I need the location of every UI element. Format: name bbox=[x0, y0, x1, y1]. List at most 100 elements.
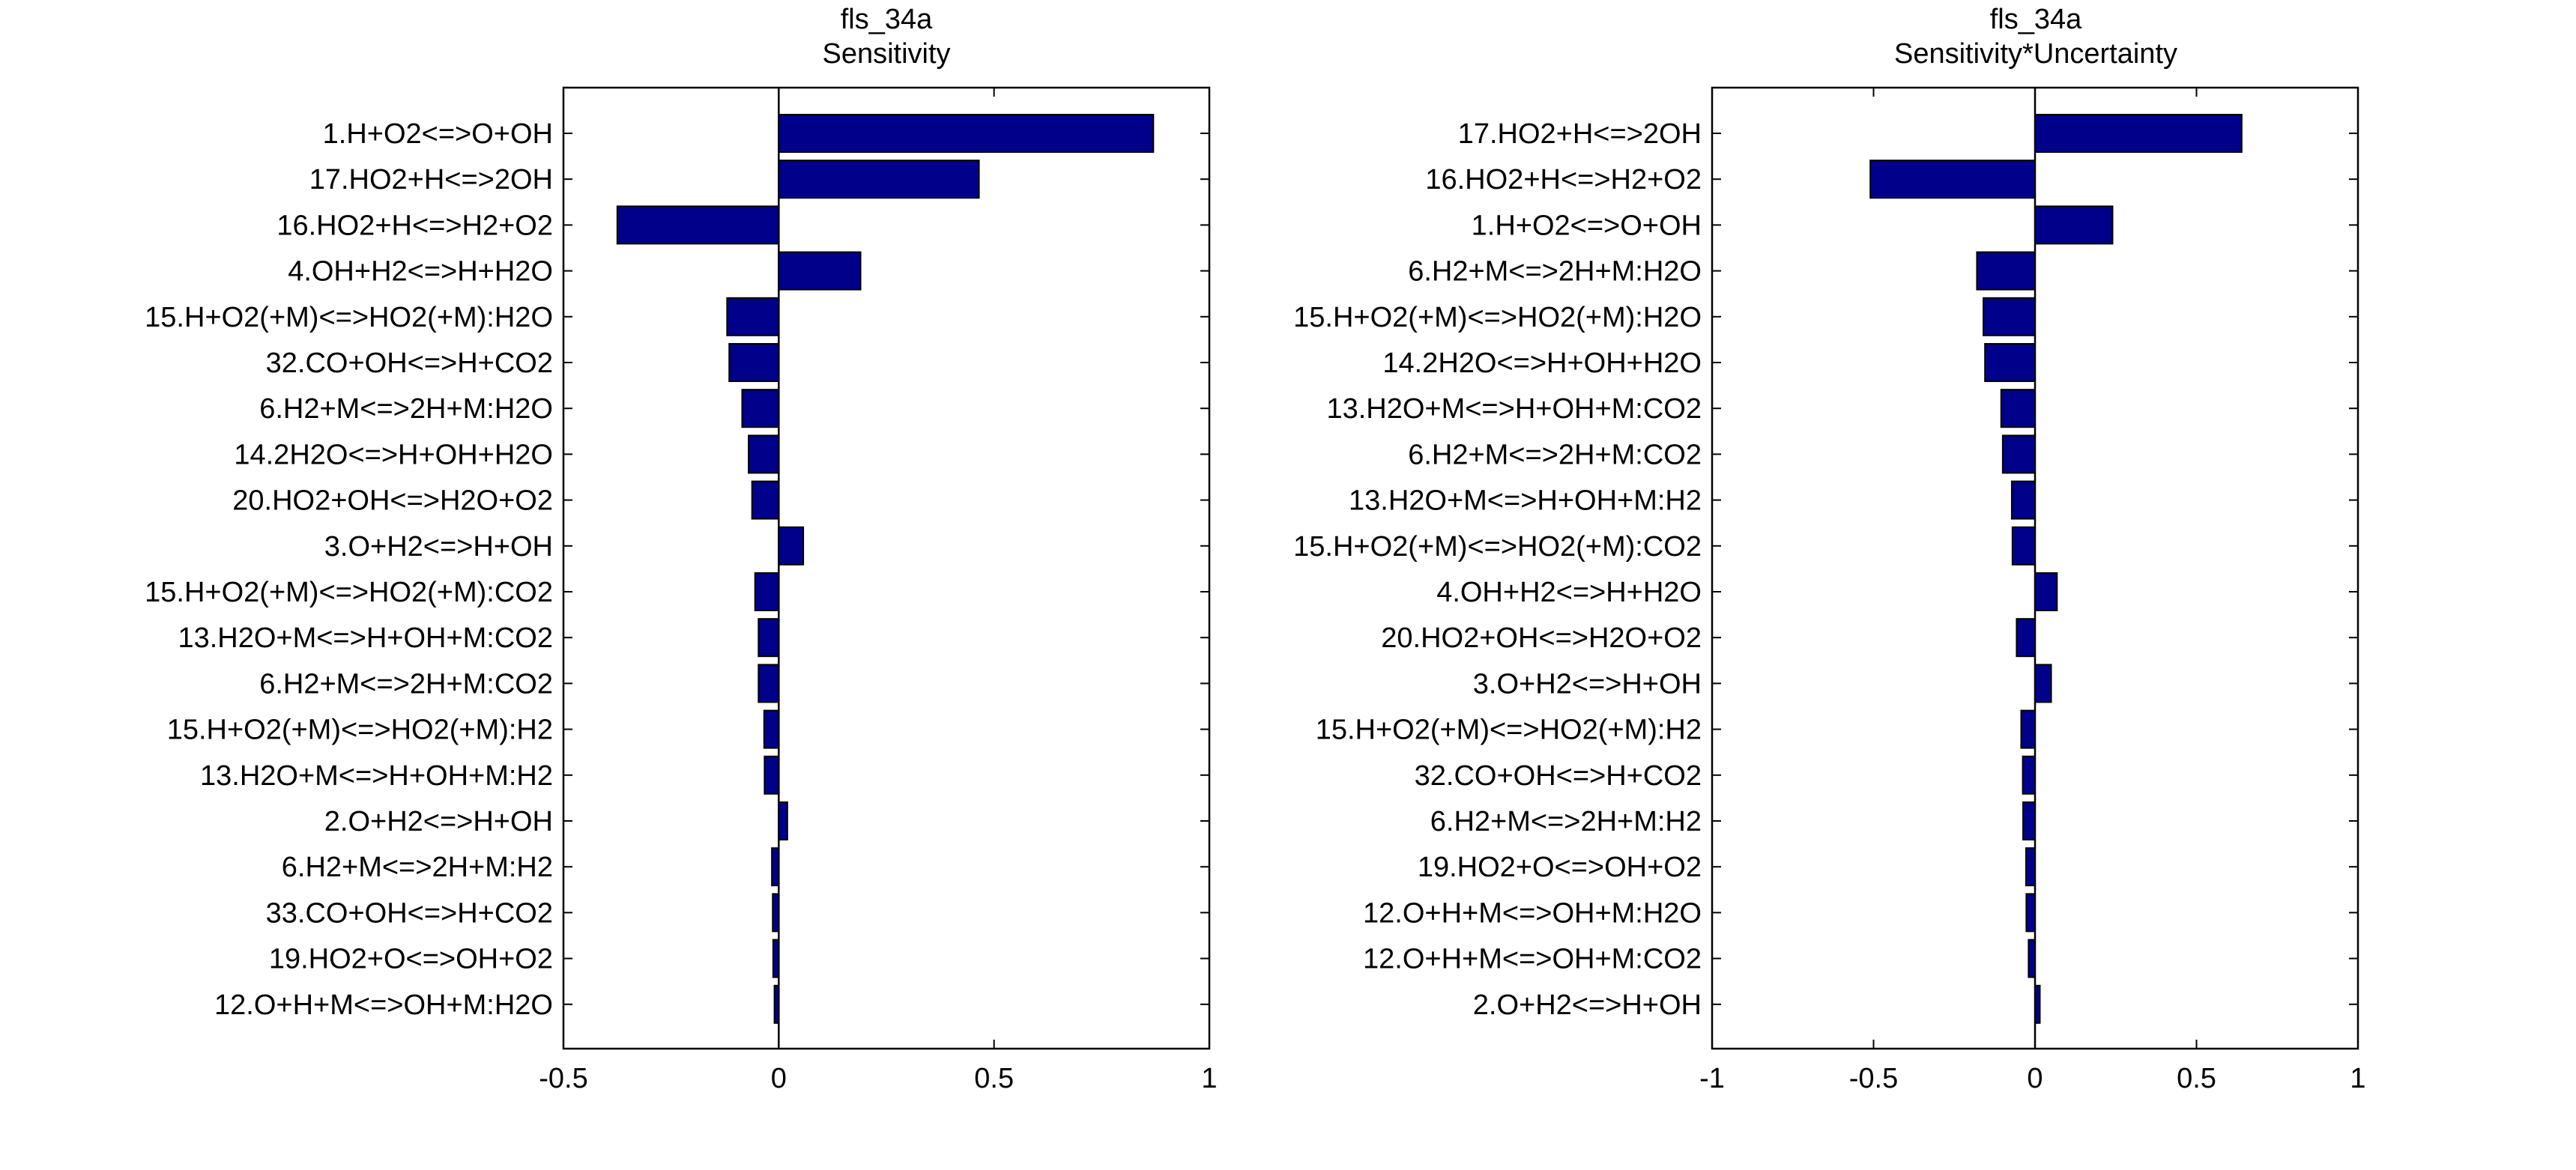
category-label: 6.H2+M<=>2H+M:H2 bbox=[282, 852, 553, 883]
category-label: 6.H2+M<=>2H+M:H2O bbox=[259, 393, 553, 425]
category-label: 6.H2+M<=>2H+M:CO2 bbox=[259, 668, 553, 700]
bar bbox=[1984, 343, 2037, 382]
category-label: 15.H+O2(+M)<=>HO2(+M):H2O bbox=[1293, 302, 1702, 333]
category-label: 32.CO+OH<=>H+CO2 bbox=[266, 348, 553, 379]
bar bbox=[778, 114, 1155, 153]
category-label: 15.H+O2(+M)<=>HO2(+M):H2 bbox=[167, 715, 553, 746]
axes-frame bbox=[1711, 86, 2359, 1050]
x-tick-label: 0 bbox=[771, 1063, 787, 1094]
bar bbox=[2034, 984, 2041, 1024]
category-label: 4.OH+H2<=>H+H2O bbox=[1436, 577, 1702, 608]
bar bbox=[2001, 434, 2036, 474]
x-axis-ticks: -0.5 0 0.5 1 bbox=[539, 88, 1218, 1094]
bar bbox=[2000, 389, 2037, 428]
x-tick-label: 0.5 bbox=[2177, 1063, 2216, 1094]
bar bbox=[2010, 480, 2037, 520]
category-label: 16.HO2+H<=>H2+O2 bbox=[276, 210, 553, 241]
bar bbox=[2011, 526, 2037, 566]
bar bbox=[772, 893, 780, 933]
category-label: 3.O+H2<=>H+OH bbox=[1473, 668, 1702, 700]
category-label: 4.OH+H2<=>H+H2O bbox=[288, 256, 553, 288]
x-tick-label: -0.5 bbox=[539, 1063, 587, 1094]
category-label: 14.2H2O<=>H+OH+H2O bbox=[1382, 348, 1702, 379]
bar bbox=[1983, 297, 2037, 336]
bar bbox=[2034, 664, 2052, 703]
bar bbox=[2020, 709, 2037, 749]
category-label: 15.H+O2(+M)<=>HO2(+M):CO2 bbox=[1293, 531, 1702, 563]
bar bbox=[771, 847, 780, 887]
category-label: 32.CO+OH<=>H+CO2 bbox=[1415, 760, 1702, 792]
bar bbox=[616, 205, 780, 245]
bar bbox=[758, 618, 780, 658]
category-label: 12.O+H+M<=>OH+M:CO2 bbox=[1363, 944, 1702, 975]
category-label: 33.CO+OH<=>H+CO2 bbox=[266, 897, 553, 929]
category-label: 12.O+H+M<=>OH+M:H2O bbox=[214, 989, 553, 1021]
x-tick-label: 0.5 bbox=[974, 1063, 1014, 1094]
category-label: 13.H2O+M<=>H+OH+M:CO2 bbox=[178, 622, 553, 654]
bar bbox=[748, 434, 780, 474]
category-label: 13.H2O+M<=>H+OH+M:H2 bbox=[1349, 485, 1702, 517]
category-labels: 17.HO2+H<=>2OH 16.HO2+H<=>H2+O2 1.H+O2<=>O… bbox=[1293, 118, 1702, 1021]
bar bbox=[1869, 160, 2036, 199]
category-label: 17.HO2+H<=>2OH bbox=[1458, 118, 1702, 150]
category-label: 19.HO2+O<=>OH+O2 bbox=[1418, 852, 1702, 883]
category-label: 12.O+H+M<=>OH+M:H2O bbox=[1363, 897, 1702, 929]
bar bbox=[758, 664, 780, 703]
bar bbox=[763, 709, 780, 749]
bar bbox=[773, 984, 780, 1024]
bar bbox=[2022, 801, 2036, 840]
category-label: 17.HO2+H<=>2OH bbox=[309, 164, 553, 195]
category-label: 15.H+O2(+M)<=>HO2(+M):CO2 bbox=[145, 577, 553, 608]
bar bbox=[741, 389, 780, 428]
axes-frame bbox=[562, 86, 1211, 1050]
category-label: 15.H+O2(+M)<=>HO2(+M):H2 bbox=[1316, 715, 1702, 746]
bar bbox=[2022, 755, 2037, 795]
category-label: 1.H+O2<=>O+OH bbox=[1472, 210, 1702, 241]
bar bbox=[726, 297, 780, 336]
category-label: 19.HO2+O<=>OH+O2 bbox=[269, 944, 553, 975]
category-label: 6.H2+M<=>2H+M:CO2 bbox=[1408, 439, 1702, 470]
bar-group bbox=[616, 88, 1155, 1049]
category-label: 6.H2+M<=>2H+M:H2 bbox=[1430, 806, 1702, 837]
category-label: 15.H+O2(+M)<=>HO2(+M):H2O bbox=[145, 302, 553, 333]
category-label: 6.H2+M<=>2H+M:H2O bbox=[1408, 256, 1702, 288]
bar bbox=[751, 480, 780, 520]
category-labels: 1.H+O2<=>O+OH 17.HO2+H<=>2OH 16.HO2+H<=>H2… bbox=[145, 118, 553, 1021]
bar-group bbox=[1869, 88, 2243, 1049]
bar bbox=[778, 526, 805, 566]
x-axis-ticks: -1 -0.5 0 0.5 1 bbox=[1699, 88, 2366, 1094]
x-tick-label: 1 bbox=[2350, 1063, 2365, 1094]
x-tick-label: -1 bbox=[1699, 1063, 1725, 1094]
chart-subtitle: Sensitivity*Uncertainty bbox=[1894, 38, 2177, 70]
bar bbox=[728, 343, 780, 382]
bar bbox=[2034, 114, 2243, 153]
bar bbox=[2034, 572, 2058, 611]
category-label: 13.H2O+M<=>H+OH+M:CO2 bbox=[1326, 393, 1702, 425]
bar bbox=[1976, 251, 2036, 291]
category-label: 1.H+O2<=>O+OH bbox=[323, 118, 553, 150]
bar bbox=[754, 572, 780, 611]
bar bbox=[2034, 205, 2114, 245]
category-label: 14.2H2O<=>H+OH+H2O bbox=[234, 439, 553, 470]
x-tick-label: 1 bbox=[1201, 1063, 1217, 1094]
chart-subtitle: Sensitivity bbox=[822, 38, 950, 70]
chart-title: fls_34a bbox=[841, 4, 933, 35]
sensitivity-panel: fls_34a Sensitivity 1.H+O2<=>O+OH 17.HO2+… bbox=[145, 4, 1217, 1094]
category-label: 13.H2O+M<=>H+OH+M:H2 bbox=[200, 760, 553, 792]
category-label: 16.HO2+H<=>H2+O2 bbox=[1425, 164, 1702, 195]
bar bbox=[778, 801, 788, 840]
category-label: 20.HO2+OH<=>H2O+O2 bbox=[232, 485, 553, 517]
chart-title: fls_34a bbox=[1990, 4, 2082, 35]
bar bbox=[778, 251, 862, 291]
bar bbox=[2025, 893, 2037, 933]
bar bbox=[2016, 618, 2037, 658]
x-tick-label: -0.5 bbox=[1849, 1063, 1898, 1094]
sensitivity-uncertainty-panel: fls_34a Sensitivity*Uncertainty 17.HO2+H… bbox=[1293, 4, 2365, 1094]
category-label: 2.O+H2<=>H+OH bbox=[324, 806, 553, 837]
x-tick-label: 0 bbox=[2027, 1063, 2043, 1094]
bar bbox=[764, 755, 780, 795]
category-label: 20.HO2+OH<=>H2O+O2 bbox=[1381, 622, 1702, 654]
category-label: 3.O+H2<=>H+OH bbox=[324, 531, 553, 563]
